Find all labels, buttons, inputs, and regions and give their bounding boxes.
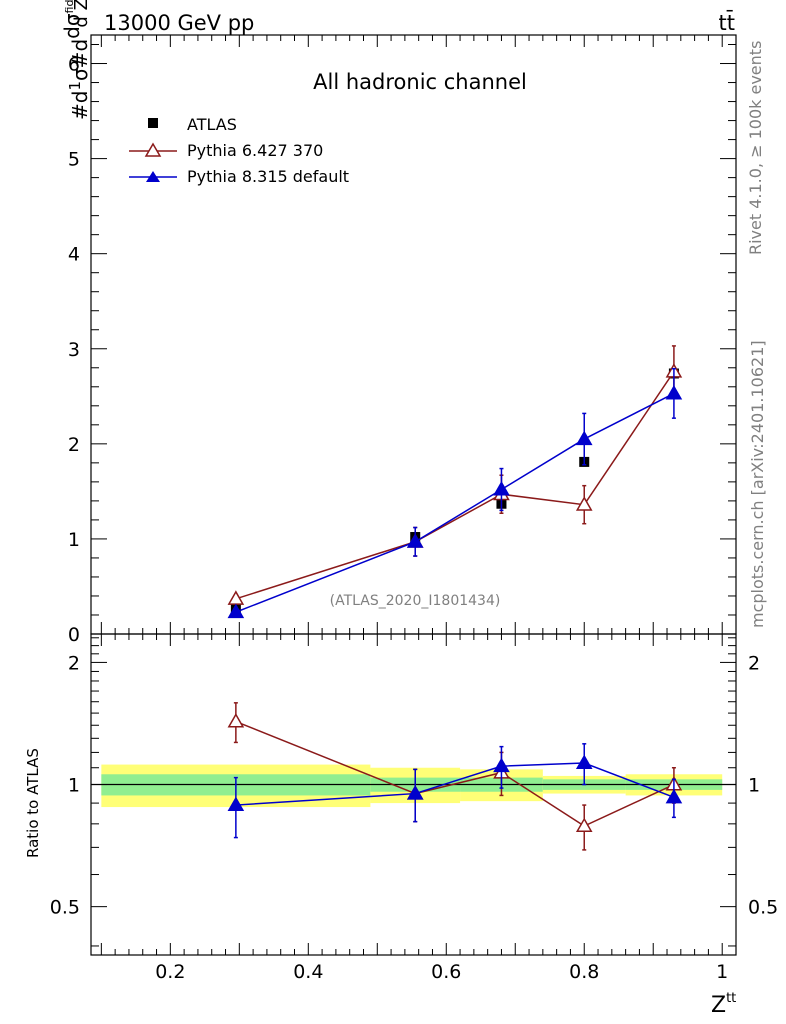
legend: ATLAS Pythia 6.427 370 Pythia 8.315 defa… <box>129 115 349 186</box>
y-tick-label: 1 <box>68 529 80 551</box>
header-process-label: tt̄ <box>719 10 735 35</box>
pythia8-ratio-point <box>665 788 683 804</box>
pythia6-ratio-point <box>227 713 245 728</box>
pythia6-point <box>575 496 593 511</box>
x-axis-label: Ztt <box>711 991 736 1018</box>
pythia8-ratio-point <box>575 754 593 769</box>
pythia8-point <box>227 603 245 619</box>
y-axis-label-ratio: Ratio to ATLAS <box>24 748 42 858</box>
pythia8-ratio-point <box>493 757 510 773</box>
pythia8-point <box>575 430 593 446</box>
mcplots-source-label: mcplots.cern.ch [arXiv:2401.10621] <box>748 340 767 628</box>
legend-marker-atlas <box>148 118 158 128</box>
ratio-y-tick-label-left: 0.5 <box>50 897 80 919</box>
x-tick-label: 0.4 <box>293 961 323 983</box>
x-tick-label: 1 <box>716 961 728 983</box>
svg-text:#d1σ#ddσfidd Ztt: #d1σ#ddσfidd Ztt <box>60 0 92 120</box>
header-energy-label: 13000 GeV pp <box>104 11 254 35</box>
legend-marker-pythia6 <box>144 142 162 157</box>
y-axis-label-main: #d1σ#ddσfidd Ztt <box>60 0 92 120</box>
rivet-version-label: Rivet 4.1.0, ≥ 100k events <box>746 41 765 255</box>
analysis-watermark: (ATLAS_2020_I1801434) <box>330 593 501 609</box>
pythia8-line <box>235 392 675 613</box>
ratio-y-tick-label-right: 0.5 <box>748 897 778 919</box>
ratio-y-tick-label-right: 1 <box>748 775 760 797</box>
legend-marker-pythia8 <box>146 171 160 182</box>
axis-tick-labels: 0.2 0.4 0.6 0.8 1 0 1 2 3 4 5 6 0.5 0.5 1 1 2 2 <box>50 54 778 983</box>
ratio-y-tick-label-left: 1 <box>68 775 80 797</box>
svg-text:Ztt: Ztt <box>711 991 736 1018</box>
pythia8-ratio-point <box>227 796 245 812</box>
x-tick-label: 0.6 <box>431 961 461 983</box>
pythia8-point <box>406 533 424 548</box>
pythia8-point <box>665 384 683 400</box>
ratio-y-tick-label-right: 2 <box>748 652 760 674</box>
legend-label-pythia6: Pythia 6.427 370 <box>187 141 323 160</box>
pythia6-line <box>235 371 675 600</box>
pythia8-ratio-point <box>406 785 424 800</box>
ratio-series <box>227 702 683 851</box>
x-tick-label: 0.2 <box>155 961 185 983</box>
main-series <box>227 345 683 619</box>
pythia8-point <box>493 480 510 496</box>
legend-label-atlas: ATLAS <box>187 115 237 134</box>
y-tick-label: 6 <box>68 54 80 76</box>
y-tick-label: 4 <box>68 244 80 266</box>
axis-ticks <box>91 35 736 955</box>
y-tick-label: 2 <box>68 434 80 456</box>
chart-title: All hadronic channel <box>313 70 527 94</box>
y-tick-label: 0 <box>68 624 80 646</box>
ratio-uncertainty-bands <box>101 764 723 808</box>
legend-label-pythia8: Pythia 8.315 default <box>187 167 349 186</box>
ratio-plot-frame <box>90 633 737 956</box>
y-tick-label: 5 <box>68 149 80 171</box>
ratio-y-tick-label-left: 2 <box>68 652 80 674</box>
y-tick-label: 3 <box>68 339 80 361</box>
x-tick-label: 0.8 <box>569 961 599 983</box>
pythia6-ratio-point <box>575 817 593 833</box>
